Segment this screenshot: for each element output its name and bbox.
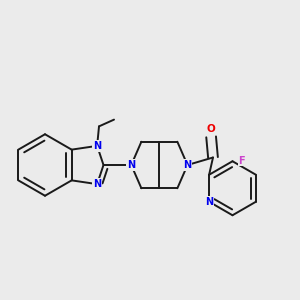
Text: N: N: [93, 141, 101, 151]
Text: N: N: [205, 197, 213, 207]
Text: F: F: [238, 155, 245, 166]
Text: N: N: [127, 160, 135, 170]
Text: N: N: [183, 160, 192, 170]
Text: O: O: [207, 124, 215, 134]
Text: N: N: [93, 179, 101, 189]
